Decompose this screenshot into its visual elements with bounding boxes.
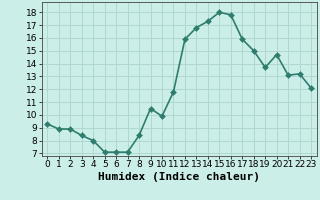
X-axis label: Humidex (Indice chaleur): Humidex (Indice chaleur) [98,172,260,182]
